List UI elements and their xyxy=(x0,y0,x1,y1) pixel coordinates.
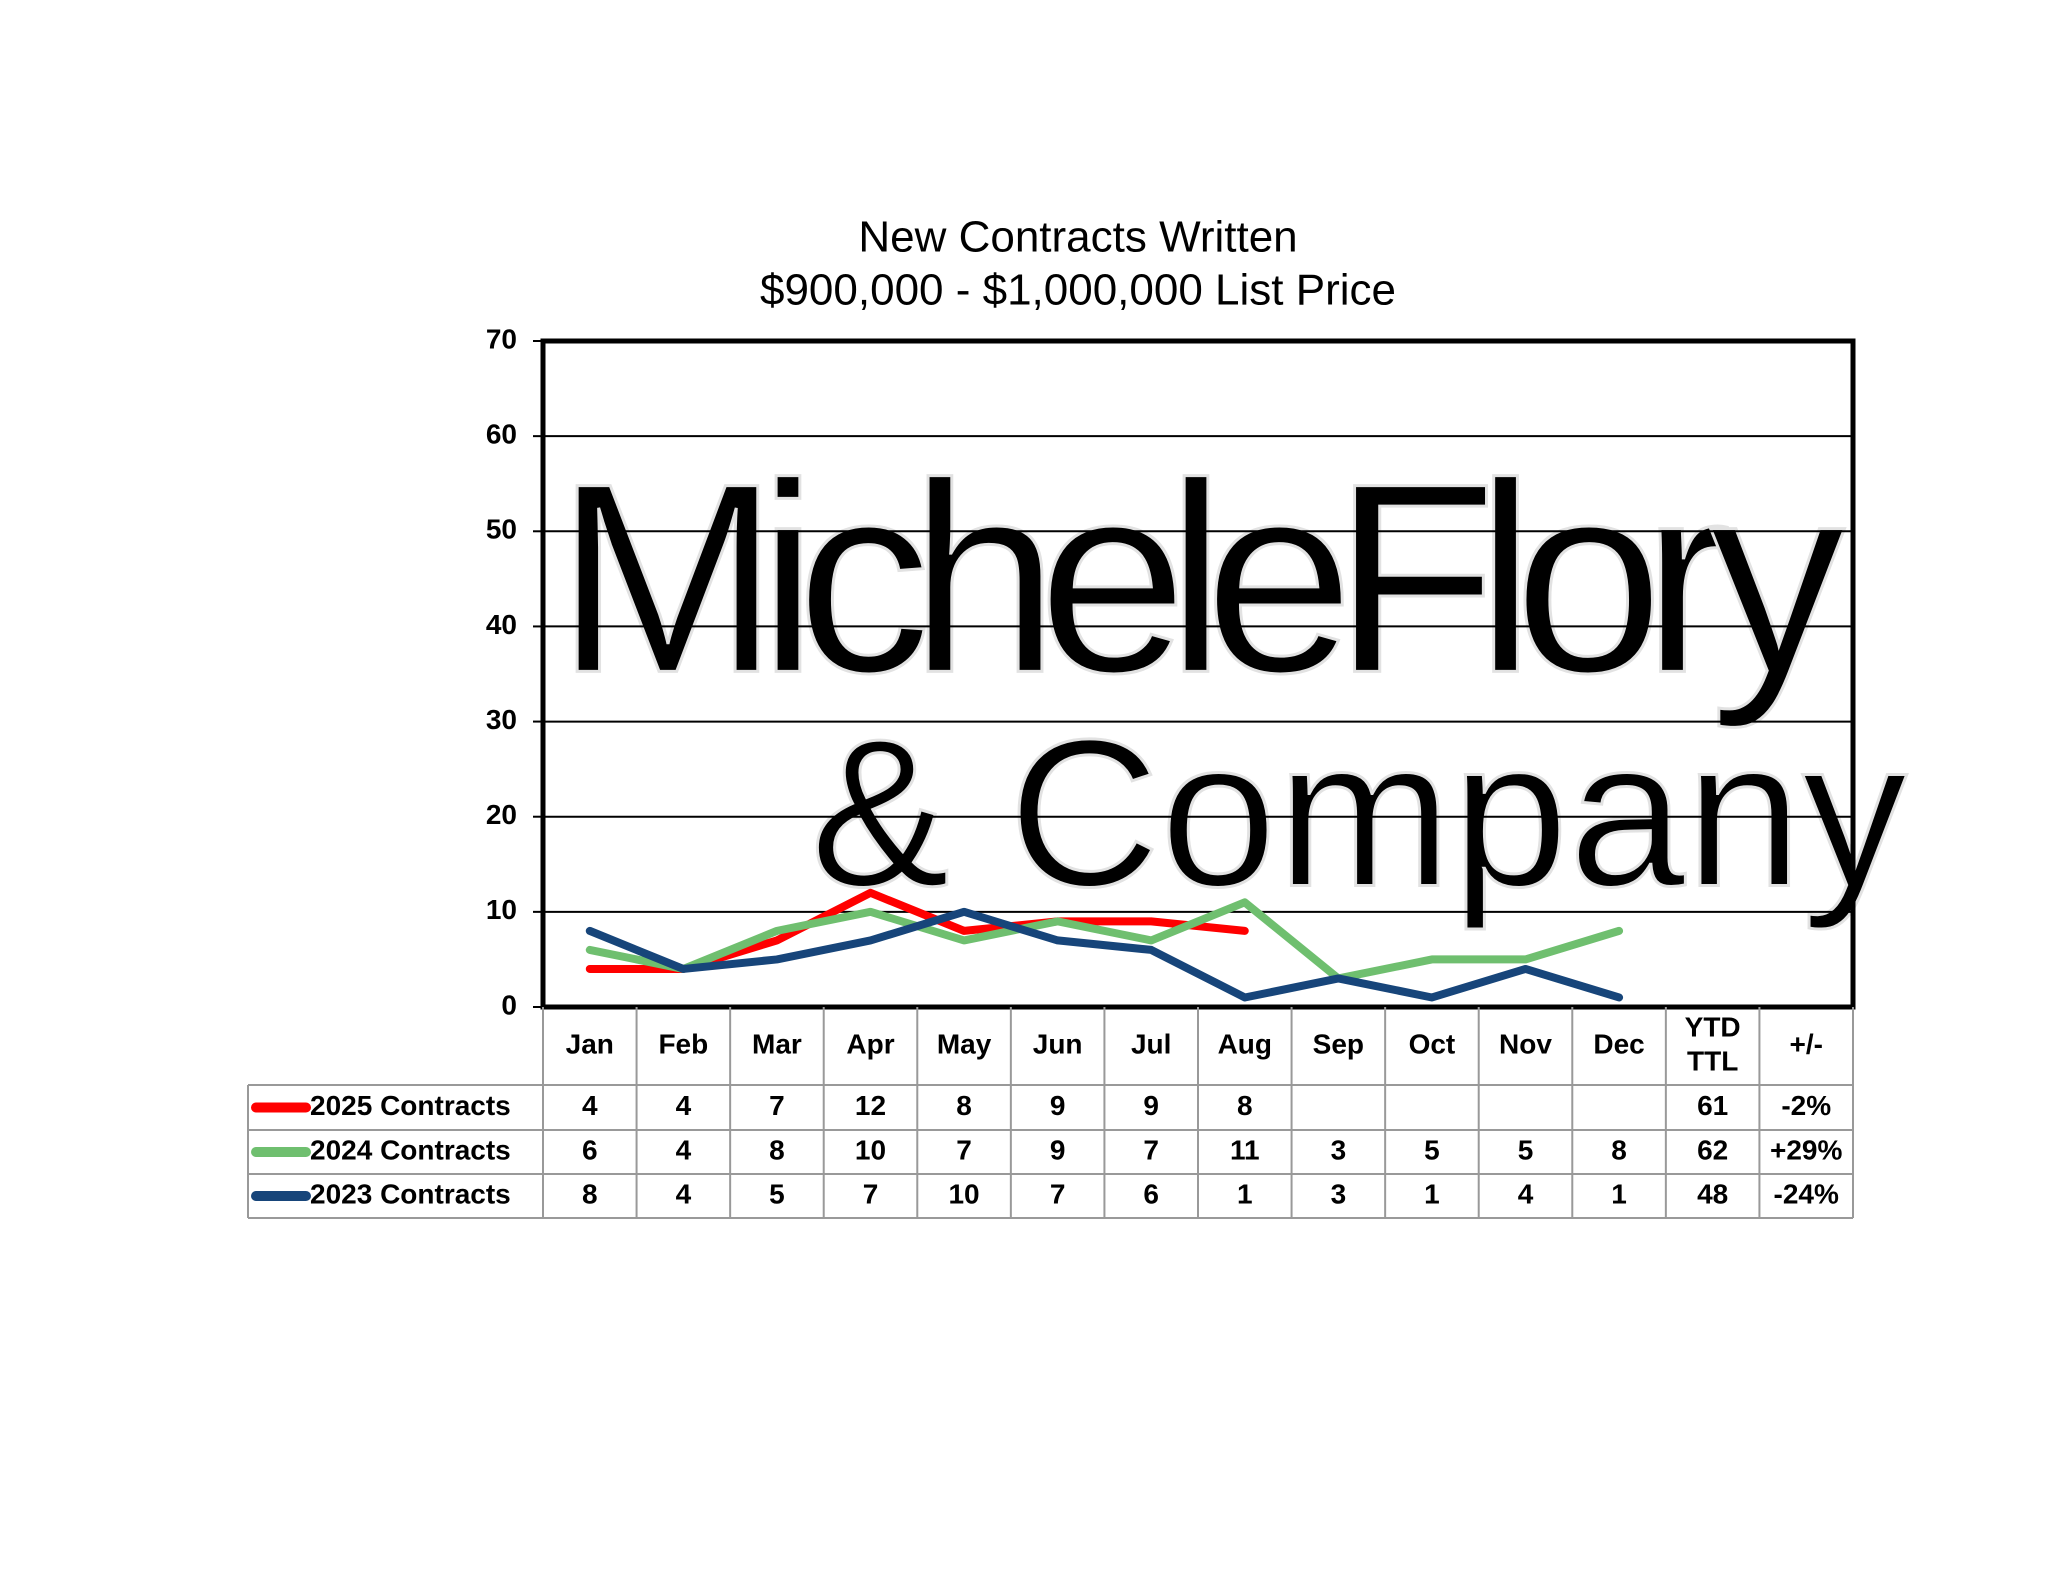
table-cell: 4 xyxy=(1518,1178,1534,1209)
table-cell: 4 xyxy=(582,1090,598,1121)
y-tick-label: 20 xyxy=(486,799,517,830)
table-cell: 7 xyxy=(769,1090,785,1121)
table-cell: -2% xyxy=(1781,1090,1831,1121)
x-tick-label: Jul xyxy=(1131,1028,1171,1059)
y-tick-label: 10 xyxy=(486,894,517,925)
table-cell: +29% xyxy=(1770,1134,1842,1165)
table-cell: 3 xyxy=(1331,1134,1347,1165)
x-tick-label: Jan xyxy=(566,1028,614,1059)
y-tick-label: 70 xyxy=(486,323,517,354)
x-tick-label: Mar xyxy=(752,1028,802,1059)
table-cell: 48 xyxy=(1697,1178,1728,1209)
x-tick-label: Sep xyxy=(1313,1028,1364,1059)
y-tick-label: 40 xyxy=(486,609,517,640)
watermark: MicheleFlory xyxy=(555,428,1845,730)
y-tick-label: 30 xyxy=(486,704,517,735)
table-cell: 10 xyxy=(948,1178,979,1209)
table-cell: -24% xyxy=(1774,1178,1839,1209)
x-tick-label: Feb xyxy=(658,1028,708,1059)
table-cell: 8 xyxy=(582,1178,598,1209)
table-cell: 3 xyxy=(1331,1178,1347,1209)
series-line xyxy=(585,898,1624,983)
table-cell: 7 xyxy=(1050,1178,1066,1209)
table-cell: 4 xyxy=(676,1090,692,1121)
table-cell: 1 xyxy=(1424,1178,1440,1209)
y-tick-label: 50 xyxy=(486,514,517,545)
x-tick-label: Jun xyxy=(1033,1028,1083,1059)
table-cell: 10 xyxy=(855,1134,886,1165)
table-cell: 9 xyxy=(1050,1090,1066,1121)
table-cell: 8 xyxy=(1237,1090,1253,1121)
chart-subtitle: $900,000 - $1,000,000 List Price xyxy=(760,266,1396,315)
legend-label: 2024 Contracts xyxy=(310,1134,511,1165)
x-tick-label: May xyxy=(937,1028,992,1059)
table-cell: 8 xyxy=(1611,1134,1627,1165)
table-cell: 5 xyxy=(1424,1134,1440,1165)
legend-label: 2023 Contracts xyxy=(310,1178,511,1209)
table-cell: 6 xyxy=(1143,1178,1159,1209)
table-header: TTL xyxy=(1687,1045,1738,1076)
x-tick-label: Nov xyxy=(1499,1028,1552,1059)
table-cell: 9 xyxy=(1143,1090,1159,1121)
legend-label: 2025 Contracts xyxy=(310,1090,511,1121)
table-cell: 11 xyxy=(1230,1134,1260,1165)
x-tick-label: Oct xyxy=(1409,1028,1456,1059)
table-header: YTD xyxy=(1685,1011,1741,1042)
table-cell: 5 xyxy=(769,1178,785,1209)
table-cell: 1 xyxy=(1611,1178,1627,1209)
table-cell: 5 xyxy=(1518,1134,1534,1165)
table-cell: 1 xyxy=(1237,1178,1253,1209)
y-tick-label: 60 xyxy=(486,419,517,450)
y-tick-label: 0 xyxy=(501,989,517,1020)
table-cell: 12 xyxy=(855,1090,886,1121)
x-tick-label: Aug xyxy=(1218,1028,1272,1059)
table-cell: 6 xyxy=(582,1134,598,1165)
table-cell: 7 xyxy=(863,1178,879,1209)
chart-title: New Contracts Written xyxy=(858,213,1297,262)
table-cell: 62 xyxy=(1697,1134,1728,1165)
table-cell: 8 xyxy=(769,1134,785,1165)
table-cell: 61 xyxy=(1697,1090,1728,1121)
table-cell: 4 xyxy=(676,1134,692,1165)
table-cell: 8 xyxy=(956,1090,972,1121)
x-tick-label: Apr xyxy=(846,1028,894,1059)
table-cell: 7 xyxy=(956,1134,972,1165)
table-cell: 7 xyxy=(1143,1134,1159,1165)
x-tick-label: Dec xyxy=(1593,1028,1644,1059)
series-line xyxy=(585,907,1624,1002)
table-cell: 9 xyxy=(1050,1134,1066,1165)
watermark: & Company xyxy=(810,695,1907,930)
table-header: +/- xyxy=(1789,1028,1822,1059)
table-cell: 4 xyxy=(676,1178,692,1209)
